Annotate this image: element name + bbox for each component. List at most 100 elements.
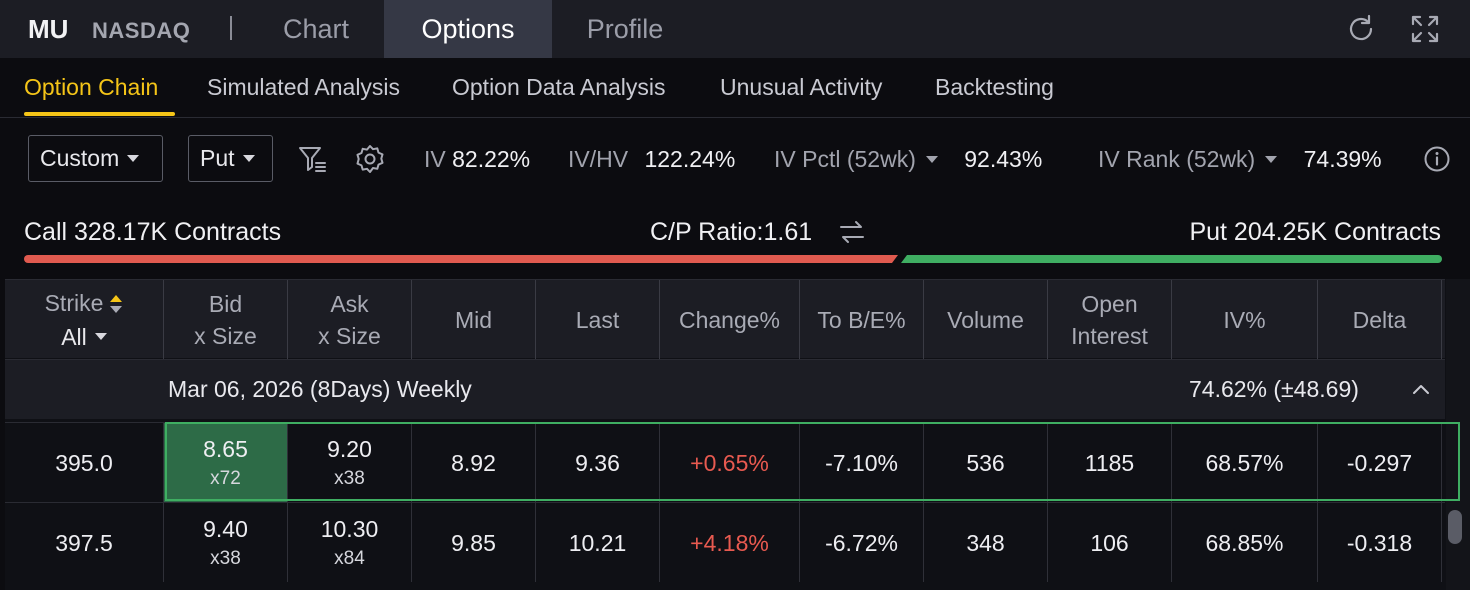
bid-size: x38 bbox=[210, 547, 241, 569]
scrollbar-thumb[interactable] bbox=[1448, 510, 1462, 544]
call-contracts: Call 328.17K Contracts bbox=[24, 218, 282, 246]
ivpctl-metric: IV Pctl (52wk) 92.43% bbox=[774, 146, 1042, 173]
mid-cell: 9.85 bbox=[412, 503, 536, 582]
strike-filter-value[interactable]: All bbox=[61, 323, 87, 350]
tab-options[interactable]: Options bbox=[384, 0, 552, 58]
exchange-label: NASDAQ bbox=[92, 18, 191, 43]
header-to-be[interactable]: To B/E% bbox=[800, 280, 924, 359]
chevron-down-icon[interactable] bbox=[1265, 155, 1278, 163]
subtab-backtesting[interactable]: Backtesting bbox=[935, 74, 1054, 100]
chevron-up-icon[interactable] bbox=[1409, 378, 1433, 402]
expiry-iv: 74.62% (±48.69) bbox=[1189, 376, 1359, 402]
put-contracts: Put 204.25K Contracts bbox=[1189, 218, 1441, 246]
delta-cell: -0.318 bbox=[1318, 503, 1442, 582]
bid-cell[interactable]: 9.40 x38 bbox=[164, 503, 288, 582]
info-icon[interactable] bbox=[1423, 145, 1451, 173]
iv-cell: 68.85% bbox=[1172, 503, 1318, 582]
mode-select-value: Custom bbox=[40, 145, 120, 171]
settings-icon[interactable] bbox=[354, 143, 386, 175]
to-be-cell: -7.10% bbox=[800, 423, 924, 502]
last-cell: 9.36 bbox=[536, 423, 660, 502]
header-mid-label: Mid bbox=[454, 306, 493, 333]
chevron-down-icon[interactable] bbox=[925, 155, 938, 163]
header-bid-line2: x Size bbox=[194, 322, 257, 349]
table-header: Strike All Bid x Size Ask x Size Mid Las… bbox=[5, 279, 1445, 359]
table-row[interactable]: 395.0 8.65 x72 9.20 x38 8.92 9.36 +0.65%… bbox=[5, 422, 1445, 502]
refresh-icon[interactable] bbox=[1344, 12, 1378, 46]
scroll-track bbox=[1446, 279, 1470, 590]
chevron-down-icon bbox=[127, 154, 140, 162]
ask-price: 10.30 bbox=[320, 515, 379, 542]
iv-label: IV bbox=[424, 146, 446, 172]
ivhv-label: IV/HV bbox=[568, 146, 629, 172]
header-open-interest[interactable]: Open Interest bbox=[1048, 280, 1172, 359]
type-select[interactable]: Put bbox=[188, 135, 273, 182]
header-oi-line2: Interest bbox=[1071, 322, 1148, 349]
header-iv-label: IV% bbox=[1223, 306, 1266, 333]
ticker-symbol: MU bbox=[28, 14, 69, 44]
cp-ratio: C/P Ratio:1.61 bbox=[650, 218, 813, 246]
subtab-option-data-analysis[interactable]: Option Data Analysis bbox=[452, 74, 666, 100]
volume-cell: 348 bbox=[924, 503, 1048, 582]
ivrank-metric: IV Rank (52wk) 74.39% bbox=[1098, 146, 1382, 173]
to-be-cell: -6.72% bbox=[800, 503, 924, 582]
sort-icon[interactable] bbox=[109, 293, 123, 315]
header-bid[interactable]: Bid x Size bbox=[164, 280, 288, 359]
header-change[interactable]: Change% bbox=[660, 280, 800, 359]
top-bar: MU NASDAQ Chart Options Profile bbox=[0, 0, 1470, 58]
header-oi-line1: Open bbox=[1081, 290, 1138, 317]
ask-price: 9.20 bbox=[327, 435, 372, 462]
header-ask-line1: Ask bbox=[330, 290, 369, 317]
table-row[interactable]: 397.5 9.40 x38 10.30 x84 9.85 10.21 +4.1… bbox=[5, 502, 1445, 582]
header-last[interactable]: Last bbox=[536, 280, 660, 359]
put-ratio-bar bbox=[901, 255, 1442, 263]
ivpctl-label[interactable]: IV Pctl (52wk) bbox=[774, 146, 916, 172]
ivrank-value: 74.39% bbox=[1303, 146, 1382, 172]
type-select-value: Put bbox=[200, 145, 235, 171]
fullscreen-icon[interactable] bbox=[1408, 12, 1442, 46]
header-mid[interactable]: Mid bbox=[412, 280, 536, 359]
ask-cell[interactable]: 10.30 x84 bbox=[288, 503, 412, 582]
ivhv-metric: IV/HV 122.24% bbox=[568, 146, 735, 173]
tab-profile[interactable]: Profile bbox=[586, 14, 664, 44]
subtab-simulated-analysis[interactable]: Simulated Analysis bbox=[207, 74, 401, 100]
ivrank-label[interactable]: IV Rank (52wk) bbox=[1098, 146, 1256, 172]
ivpctl-value: 92.43% bbox=[964, 146, 1043, 172]
header-volume[interactable]: Volume bbox=[924, 280, 1048, 359]
expiry-group-row[interactable]: Mar 06, 2026 (8Days) Weekly 74.62% (±48.… bbox=[5, 359, 1445, 419]
chevron-down-icon[interactable] bbox=[94, 333, 107, 341]
strike-cell: 397.5 bbox=[5, 503, 164, 582]
header-volume-label: Volume bbox=[947, 306, 1024, 333]
bid-price: 8.65 bbox=[203, 435, 248, 462]
header-iv[interactable]: IV% bbox=[1172, 280, 1318, 359]
sub-tabs: Option Chain Simulated Analysis Option D… bbox=[0, 58, 1470, 118]
active-tab-underline bbox=[24, 112, 175, 116]
bid-cell[interactable]: 8.65 x72 bbox=[164, 423, 288, 502]
iv-cell: 68.57% bbox=[1172, 423, 1318, 502]
expiry-title: Mar 06, 2026 (8Days) Weekly bbox=[168, 376, 472, 402]
open-interest-cell: 106 bbox=[1048, 503, 1172, 582]
mode-select[interactable]: Custom bbox=[28, 135, 163, 182]
header-strike[interactable]: Strike All bbox=[5, 280, 164, 359]
delta-cell: -0.297 bbox=[1318, 423, 1442, 502]
filter-icon[interactable] bbox=[297, 143, 329, 175]
header-ask[interactable]: Ask x Size bbox=[288, 280, 412, 359]
subtab-unusual-activity[interactable]: Unusual Activity bbox=[720, 74, 883, 100]
chevron-down-icon bbox=[242, 154, 255, 162]
swap-icon[interactable] bbox=[838, 219, 866, 245]
divider bbox=[230, 16, 232, 40]
bid-price: 9.40 bbox=[203, 515, 248, 542]
iv-value: 82.22% bbox=[452, 146, 531, 172]
mid-cell: 8.92 bbox=[412, 423, 536, 502]
header-delta-label: Delta bbox=[1352, 306, 1407, 333]
iv-metric: IV 82.22% bbox=[424, 146, 530, 173]
header-strike-label: Strike bbox=[44, 289, 104, 316]
ivhv-value: 122.24% bbox=[644, 146, 736, 172]
subtab-option-chain[interactable]: Option Chain bbox=[24, 74, 159, 100]
ask-cell[interactable]: 9.20 x38 bbox=[288, 423, 412, 502]
option-chain-table: Strike All Bid x Size Ask x Size Mid Las… bbox=[5, 279, 1470, 590]
bid-size: x72 bbox=[210, 467, 241, 489]
tab-chart[interactable]: Chart bbox=[282, 14, 350, 44]
open-interest-cell: 1185 bbox=[1048, 423, 1172, 502]
header-delta[interactable]: Delta bbox=[1318, 280, 1442, 359]
